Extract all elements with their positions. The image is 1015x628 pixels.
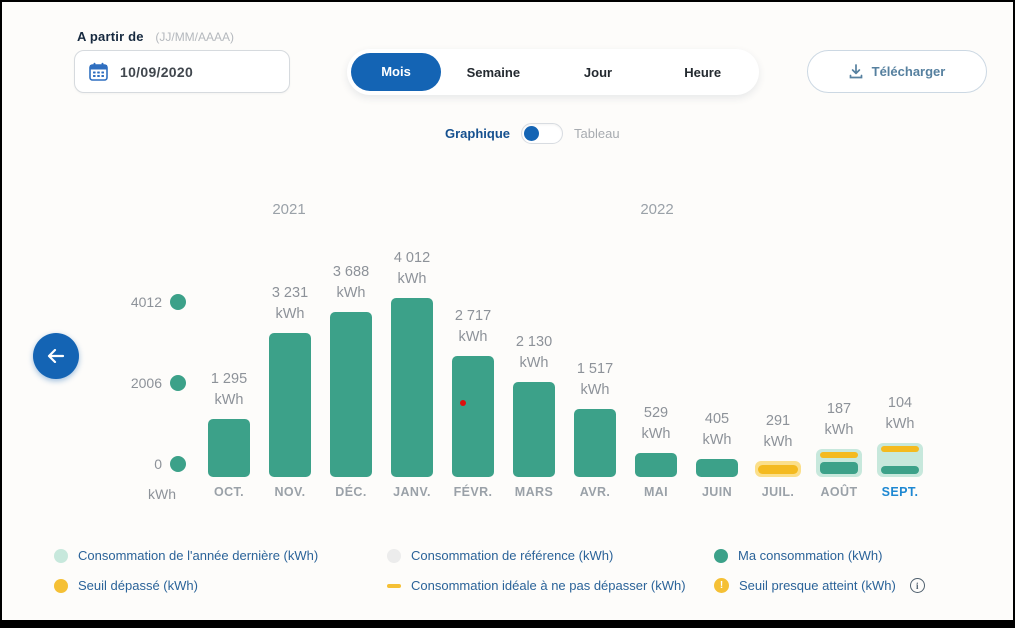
period-tabs: Mois Semaine Jour Heure [347,49,759,95]
legend-marker-last-year [54,548,68,563]
y-tick-dot [170,294,186,310]
info-icon[interactable]: i [909,578,925,593]
legend-marker-ideal-line [387,583,401,588]
date-value: 10/09/2020 [120,63,194,80]
tab-jour[interactable]: Jour [583,64,613,80]
legend-label: Consommation idéale à ne pas dépasser (k… [411,578,686,593]
month-label-juin: JUIN [701,485,733,499]
bar-threshold-exceeded[interactable] [755,461,801,477]
legend-label: Consommation de référence (kWh) [411,548,614,563]
bar-current[interactable] [635,453,677,477]
bar-current[interactable] [574,409,616,477]
bar-current[interactable] [452,356,494,477]
bar-value-label: 291 kWh [763,413,793,450]
bar-ideal-threshold-line [820,452,858,458]
view-toggle-graphique[interactable]: Graphique [445,126,511,141]
y-tick-label: 0 [154,456,162,472]
bar-value-label: 2 717 kWh [454,308,492,345]
view-toggle: Graphique Tableau [445,123,620,144]
y-tick-4012: 4012 [110,294,186,310]
view-toggle-switch[interactable] [521,123,564,144]
month-label-avr: AVR. [579,485,611,499]
y-tick-0: 0 [110,456,186,472]
bar-current[interactable] [330,312,372,477]
y-tick-dot [170,375,186,391]
bar-current[interactable] [513,382,555,477]
calendar-icon[interactable] [89,62,108,81]
legend-marker-threshold-exceeded [54,578,68,593]
bar-value-label: 187 kWh [824,401,854,438]
bar-current [881,466,919,474]
y-tick-2006: 2006 [110,375,186,391]
switch-knob [524,125,540,141]
bar-value-label: 529 kWh [641,405,671,442]
tab-semaine[interactable]: Semaine [466,64,521,80]
month-label-juil: JUIL. [761,485,795,499]
legend-label: Consommation de l'année dernière (kWh) [78,548,319,563]
download-icon [849,64,863,79]
legend-marker-my-consumption [714,548,728,563]
bar-current[interactable] [696,459,738,477]
tab-heure[interactable]: Heure [684,64,722,80]
bar-value-label: 1 295 kWh [210,371,248,408]
y-tick-dot [170,456,186,472]
month-label-mars: MARS [514,485,554,499]
year-label-2021: 2021 [272,201,306,218]
view-toggle-tableau[interactable]: Tableau [574,126,620,141]
legend-label: Seuil presque atteint (kWh) [739,578,896,593]
legend-marker-reference [387,548,401,563]
bar-value-label: 104 kWh [885,395,915,432]
bar-current[interactable] [269,333,311,477]
legend-last-year: Consommation de l'année dernière (kWh) [54,548,318,563]
bar-value-label: 405 kWh [702,411,732,448]
y-axis-unit: kWh [148,486,176,502]
tab-mois[interactable]: Mois [351,53,441,91]
legend-label: Ma consommation (kWh) [738,548,883,563]
y-tick-label: 4012 [130,294,162,310]
bar-current[interactable] [208,419,250,477]
back-button[interactable] [33,333,79,379]
legend-label: Seuil dépassé (kWh) [78,578,198,593]
bar-exceeded-fill [758,464,798,474]
date-filter-label-row: A partir de (JJ/MM/AAAA) [77,29,234,44]
bar-value-label: 4 012 kWh [393,250,431,287]
month-label-sept: SEPT. [881,485,919,499]
bar-last-year[interactable] [877,443,923,477]
date-format-hint: (JJ/MM/AAAA) [155,30,235,44]
month-label-août: AOÛT [820,485,858,499]
bar-value-label: 3 231 kWh [271,285,309,322]
date-input[interactable]: 10/09/2020 [74,50,290,93]
bar-value-label: 3 688 kWh [332,264,370,301]
month-label-févr: FÉVR. [453,485,493,499]
legend-marker-threshold-near: ! [714,578,729,593]
download-button[interactable]: Télécharger [807,50,987,93]
month-label-déc: DÉC. [335,485,367,499]
bar-ideal-threshold-line [881,446,919,452]
legend-reference: Consommation de référence (kWh) [387,548,613,563]
bar-value-label: 1 517 kWh [576,361,614,398]
legend-threshold-exceeded: Seuil dépassé (kWh) [54,578,198,593]
legend-ideal-consumption: Consommation idéale à ne pas dépasser (k… [387,578,686,593]
cursor-dot [460,400,466,406]
download-label: Télécharger [871,64,946,79]
year-label-2022: 2022 [640,201,674,218]
legend-my-consumption: Ma consommation (kWh) [714,548,882,563]
month-label-nov: NOV. [274,485,306,499]
bar-current [820,462,858,474]
month-label-janv: JANV. [393,485,431,499]
date-filter-label: A partir de [77,29,144,44]
bar-last-year[interactable] [816,449,862,477]
y-tick-label: 2006 [130,375,162,391]
legend-threshold-near: ! Seuil presque atteint (kWh) i [714,578,925,593]
bar-current[interactable] [391,298,433,477]
month-label-oct: OCT. [213,485,245,499]
month-label-mai: MAI [643,485,669,499]
bar-value-label: 2 130 kWh [515,334,553,371]
